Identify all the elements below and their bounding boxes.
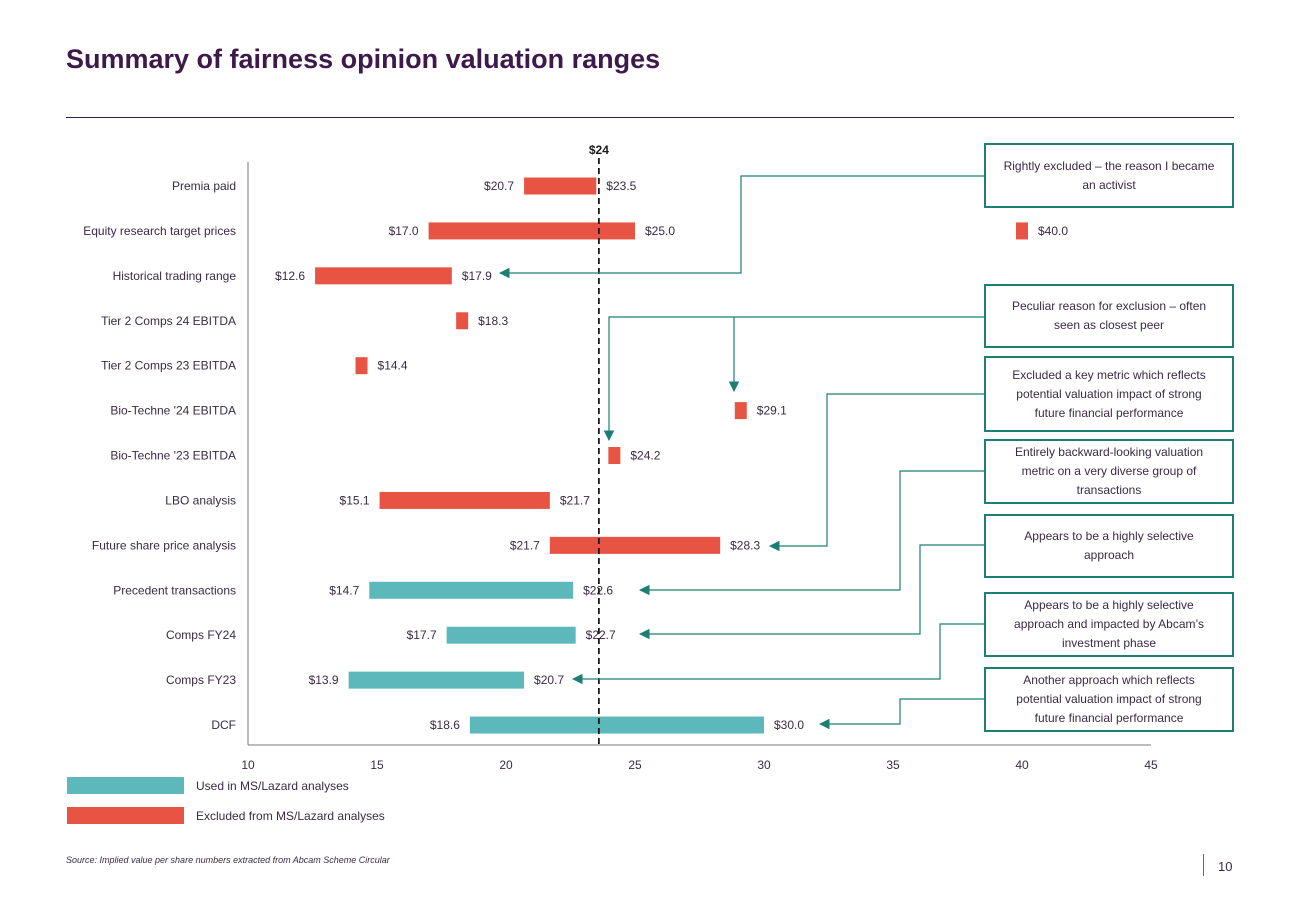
low-value-label: $18.6 <box>430 718 460 732</box>
annotation-connector-arrow <box>768 393 984 552</box>
high-value-label: $28.3 <box>730 538 760 552</box>
x-tick-label: 40 <box>1015 758 1029 772</box>
low-value-label: $14.7 <box>329 583 359 597</box>
low-value-label: $20.7 <box>484 179 514 193</box>
high-value-label: $30.0 <box>774 718 804 732</box>
extra-point-label: $40.0 <box>1038 224 1068 238</box>
page-title: Summary of fairness opinion valuation ra… <box>66 44 661 74</box>
low-value-label: $17.7 <box>407 628 437 642</box>
category-label: Bio-Techne '23 EBITDA <box>110 449 236 463</box>
x-tick-label: 15 <box>370 758 384 772</box>
high-value-label: $18.3 <box>478 314 508 328</box>
title-rule <box>66 117 1234 118</box>
category-label: Precedent transactions <box>113 583 236 597</box>
category-label: Premia paid <box>172 179 236 193</box>
annotation-box: Appears to be a highly selective approac… <box>984 514 1234 578</box>
category-label: Tier 2 Comps 23 EBITDA <box>101 359 236 373</box>
annotation-connector-arrow <box>638 470 984 596</box>
category-label: Tier 2 Comps 24 EBITDA <box>101 314 236 328</box>
range-bar-excluded <box>734 402 747 420</box>
source-note: Source: Implied value per share numbers … <box>66 855 390 865</box>
range-bar-excluded <box>456 312 469 330</box>
range-bar-excluded <box>428 222 635 240</box>
x-tick-label: 35 <box>886 758 900 772</box>
high-value-label: $23.5 <box>606 179 636 193</box>
annotation-box: Appears to be a highly selective approac… <box>984 592 1234 657</box>
high-value-label: $14.4 <box>378 359 408 373</box>
range-bar-excluded <box>549 536 721 554</box>
low-value-label: $21.7 <box>510 538 540 552</box>
page-number: 10 <box>1218 859 1233 874</box>
x-tick-label: 45 <box>1144 758 1158 772</box>
category-label: DCF <box>211 718 236 732</box>
range-bar-excluded <box>355 357 368 375</box>
legend-label-excluded: Excluded from MS/Lazard analyses <box>196 809 385 823</box>
annotation-box: Another approach which reflects potentia… <box>984 667 1234 732</box>
legend-swatch-excluded <box>67 807 184 824</box>
high-value-label: $17.9 <box>462 269 492 283</box>
low-value-label: $13.9 <box>309 673 339 687</box>
high-value-label: $29.1 <box>757 404 787 418</box>
annotation-connector-arrow <box>818 698 984 730</box>
range-bar-excluded <box>379 491 550 509</box>
category-label: LBO analysis <box>165 493 236 507</box>
reference-line-label: $24 <box>589 143 609 157</box>
range-bar-excluded <box>315 267 452 285</box>
annotation-box: Rightly excluded – the reason I became a… <box>984 143 1234 208</box>
range-bar-used <box>469 716 764 734</box>
annotation-box: Excluded a key metric which reflects pot… <box>984 356 1234 432</box>
range-bar-excluded <box>524 177 597 195</box>
range-bar-excluded <box>608 447 621 465</box>
category-label: Bio-Techne '24 EBITDA <box>110 404 236 418</box>
legend-swatch-used <box>67 777 184 794</box>
low-value-label: $12.6 <box>275 269 305 283</box>
high-value-label: $22.7 <box>586 628 616 642</box>
high-value-label: $25.0 <box>645 224 675 238</box>
range-bar-used <box>369 581 574 599</box>
annotation-box: Entirely backward-looking valuation metr… <box>984 439 1234 504</box>
x-tick-label: 30 <box>757 758 771 772</box>
annotation-connector-arrow <box>498 175 984 279</box>
category-label: Future share price analysis <box>92 538 236 552</box>
x-tick-label: 10 <box>241 758 255 772</box>
category-label: Comps FY24 <box>166 628 236 642</box>
annotation-box: Peculiar reason for exclusion – often se… <box>984 284 1234 348</box>
extra-point-bar <box>1016 222 1028 240</box>
high-value-label: $21.7 <box>560 493 590 507</box>
high-value-label: $20.7 <box>534 673 564 687</box>
x-tick-label: 20 <box>499 758 513 772</box>
x-tick-label: 25 <box>628 758 642 772</box>
category-label: Comps FY23 <box>166 673 236 687</box>
annotation-connector-arrow <box>571 623 984 685</box>
annotation-connector-arrow <box>638 544 984 640</box>
range-bar-used <box>348 671 525 689</box>
low-value-label: $17.0 <box>389 224 419 238</box>
legend-label-used: Used in MS/Lazard analyses <box>196 779 349 793</box>
low-value-label: $15.1 <box>340 493 370 507</box>
page-number-divider <box>1203 854 1204 876</box>
category-label: Historical trading range <box>113 269 237 283</box>
annotation-connector-arrow <box>603 316 984 442</box>
range-bar-used <box>446 626 576 644</box>
high-value-label: $24.2 <box>630 449 660 463</box>
category-label: Equity research target prices <box>83 224 236 238</box>
